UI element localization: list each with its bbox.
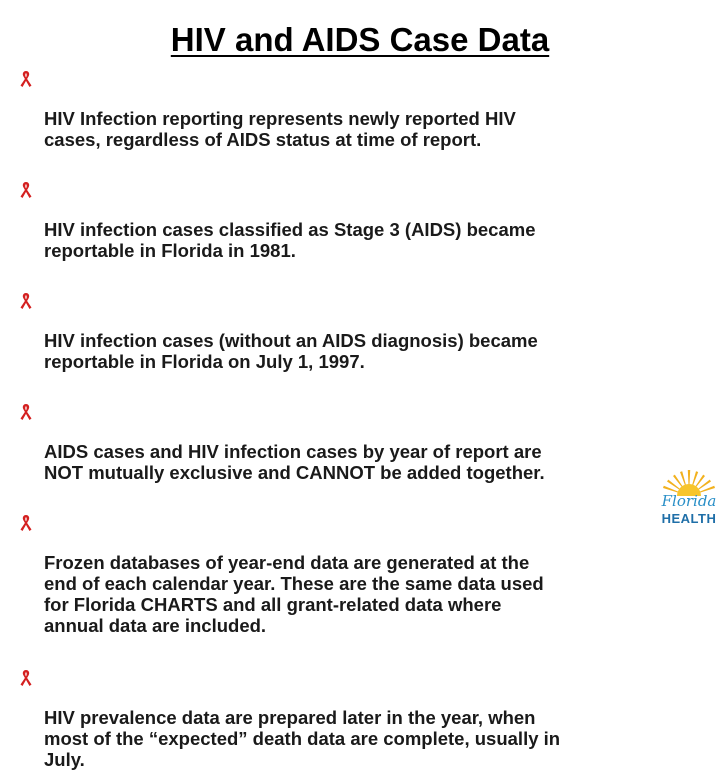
bullet-text: HIV prevalence data are prepared later i… xyxy=(44,707,561,770)
slide-title: HIV and AIDS Case Data xyxy=(170,21,550,58)
sun-logo-icon xyxy=(663,470,715,496)
red-ribbon-icon xyxy=(20,404,32,420)
slide: HIV and AIDS Case Data HIV Infection rep… xyxy=(20,21,718,770)
red-ribbon-icon xyxy=(20,71,32,87)
bullet-text: Frozen databases of year-end data are ge… xyxy=(44,552,544,636)
red-ribbon-icon xyxy=(20,293,32,309)
florida-health-logo: Florida HEALTH xyxy=(660,466,718,532)
bullet-item: Frozen databases of year-end data are ge… xyxy=(14,510,664,636)
red-ribbon-icon xyxy=(20,515,32,531)
bullet-text: HIV infection cases classified as Stage … xyxy=(44,219,536,261)
bullet-text: HIV infection cases (without an AIDS dia… xyxy=(44,330,538,372)
bullet-list: HIV Infection reporting represents newly… xyxy=(14,66,664,770)
logo-health-text: HEALTH xyxy=(661,511,717,526)
red-ribbon-icon xyxy=(20,182,32,198)
bullet-item: AIDS cases and HIV infection cases by ye… xyxy=(14,399,664,483)
red-ribbon-icon xyxy=(20,670,32,686)
bullet-text: AIDS cases and HIV infection cases by ye… xyxy=(44,441,545,483)
bullet-item: HIV Infection reporting represents newly… xyxy=(14,66,664,150)
bullet-text: HIV Infection reporting represents newly… xyxy=(44,108,516,150)
bullet-item: HIV infection cases classified as Stage … xyxy=(14,177,664,261)
bullet-item: HIV infection cases (without an AIDS dia… xyxy=(14,288,664,372)
bullet-item: HIV prevalence data are prepared later i… xyxy=(14,665,664,770)
logo-florida-text: Florida xyxy=(661,492,717,510)
